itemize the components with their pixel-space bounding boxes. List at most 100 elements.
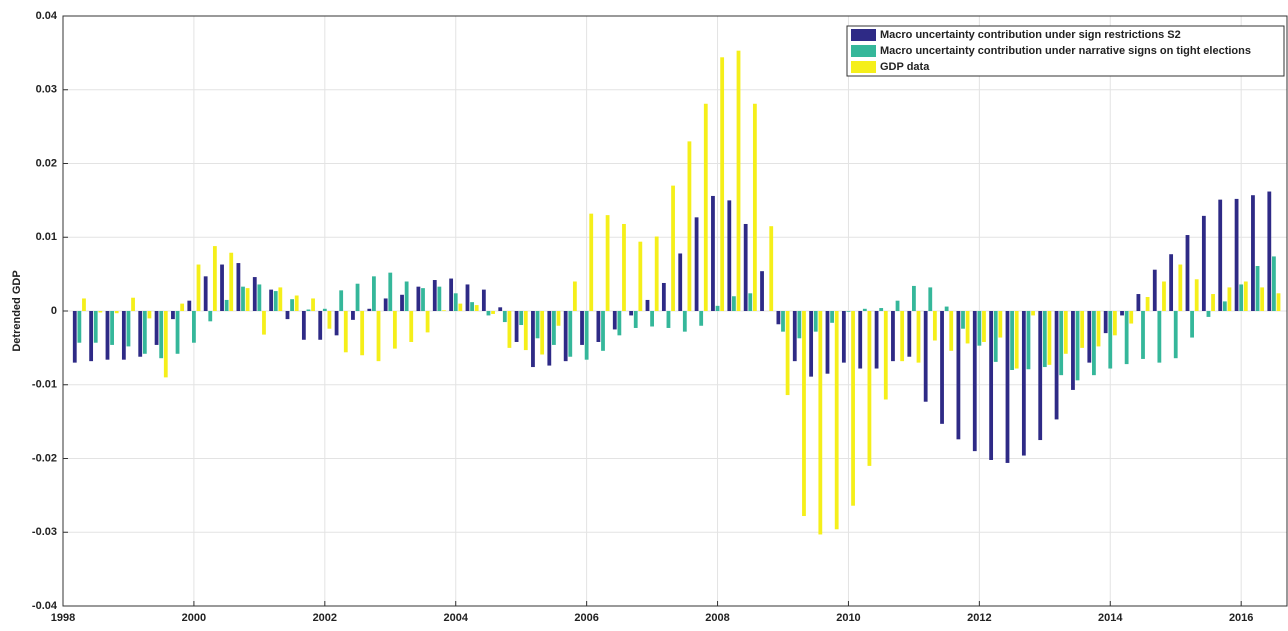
legend-box (846, 25, 1285, 77)
bar (629, 311, 634, 316)
bar (552, 311, 556, 345)
bar (563, 311, 568, 362)
bar (993, 311, 998, 362)
bar (1190, 311, 1194, 338)
bar (192, 311, 196, 343)
bar (596, 311, 601, 342)
bar (989, 311, 994, 460)
bar (392, 311, 397, 349)
bar (449, 278, 454, 311)
bar (1178, 264, 1183, 311)
bar (285, 311, 290, 320)
bar (589, 213, 594, 311)
bar (187, 300, 192, 311)
x-tick-label: 2012 (967, 612, 991, 624)
bar (1075, 311, 1080, 381)
x-tick-label: 2008 (705, 612, 729, 624)
bar (180, 303, 185, 311)
bar (306, 309, 311, 311)
bar (404, 281, 409, 311)
bar (1141, 311, 1145, 359)
bar (1201, 215, 1206, 311)
bar (612, 311, 617, 330)
bar (998, 311, 1003, 338)
bar (252, 277, 257, 311)
bar (830, 311, 834, 323)
bar (290, 299, 294, 311)
y-tick-label: 0.04 (36, 10, 58, 22)
bar (196, 264, 201, 311)
bar (1185, 235, 1190, 311)
bar (715, 305, 720, 311)
bar (93, 311, 98, 343)
bar (171, 311, 175, 320)
bar (687, 141, 692, 311)
bar (1145, 296, 1150, 311)
bar (682, 311, 687, 332)
bar (1108, 311, 1113, 369)
bar (278, 287, 283, 311)
bar (425, 311, 430, 333)
bar (416, 286, 421, 311)
bar (339, 290, 344, 311)
bar (432, 280, 437, 311)
bar (977, 311, 982, 346)
bar (1047, 311, 1052, 365)
bar (535, 311, 540, 339)
y-tick-label: 0.01 (36, 231, 57, 243)
bar (208, 311, 213, 322)
bar (846, 311, 851, 312)
bar (601, 311, 605, 351)
bar (421, 288, 425, 311)
bar (138, 311, 143, 357)
bar (1218, 199, 1223, 311)
bar (126, 311, 131, 347)
bar (343, 311, 348, 353)
bar (638, 241, 643, 311)
bar (1120, 311, 1124, 316)
bar (711, 195, 715, 311)
y-axis-label: Detrended GDP (11, 270, 23, 351)
bar (891, 311, 895, 362)
bar (932, 311, 937, 341)
bar (1239, 284, 1244, 311)
bar (862, 308, 867, 311)
bar (1173, 311, 1178, 359)
bar (376, 311, 381, 362)
bar (159, 311, 164, 359)
bar (1169, 254, 1174, 311)
bar (77, 311, 82, 343)
bar (318, 311, 323, 340)
bar (220, 264, 224, 311)
bar (1031, 311, 1035, 316)
bar (732, 296, 736, 311)
bar (965, 311, 970, 344)
bar (1087, 311, 1092, 363)
bar (262, 311, 266, 335)
bar (442, 310, 446, 311)
bar (1124, 311, 1129, 365)
bar (1234, 198, 1239, 311)
bar (154, 311, 159, 345)
bar (114, 311, 119, 314)
bar (507, 311, 512, 348)
x-tick-label: 2002 (313, 612, 337, 624)
x-tick-label: 2010 (836, 612, 860, 624)
y-tick-label: -0.03 (32, 526, 57, 538)
bar (531, 311, 535, 368)
bar (568, 311, 573, 357)
legend-label: GDP data (880, 61, 930, 73)
legend-label: Macro uncertainty contribution under sig… (880, 29, 1181, 41)
bar (1267, 191, 1272, 311)
bar (245, 288, 250, 311)
bar (383, 298, 388, 311)
bar (874, 311, 879, 369)
bar (1071, 311, 1075, 390)
bar (1194, 279, 1199, 311)
bar (163, 311, 168, 378)
bar (617, 311, 622, 336)
bar (388, 272, 393, 311)
bar (236, 263, 241, 311)
bar (633, 311, 638, 328)
bar (514, 311, 519, 342)
